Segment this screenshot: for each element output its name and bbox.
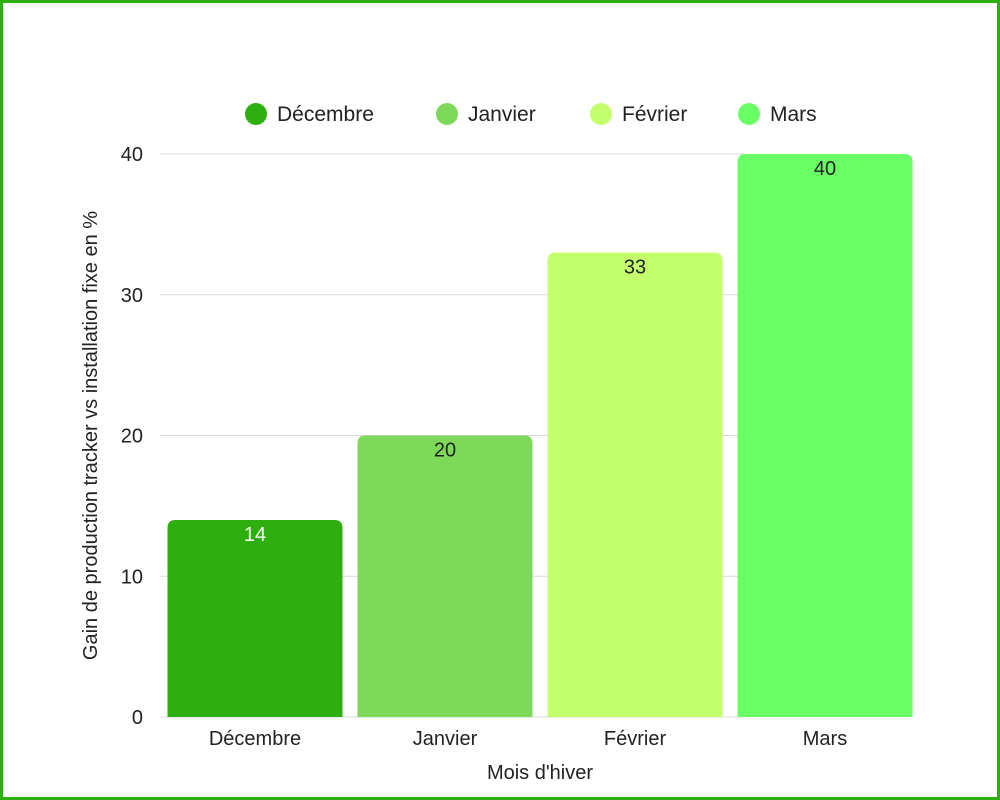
data-labels: 14 20 33 40 xyxy=(244,158,836,546)
x-axis-title: Mois d'hiver xyxy=(487,762,593,784)
y-axis-title: Gain de production tracker vs installati… xyxy=(80,211,102,660)
legend-marker xyxy=(436,103,458,125)
legend-label: Décembre xyxy=(277,103,374,126)
bar-janvier xyxy=(357,435,533,717)
legend-label: Janvier xyxy=(468,103,536,126)
y-tick-label: 30 xyxy=(121,285,143,307)
x-axis-categories: Décembre Janvier Février Mars xyxy=(209,728,847,750)
data-label: 20 xyxy=(434,440,456,462)
legend-marker xyxy=(590,103,612,125)
legend-label: Février xyxy=(622,103,687,126)
data-label: 40 xyxy=(814,158,836,180)
legend-marker xyxy=(738,103,760,125)
y-tick-label: 0 xyxy=(132,707,143,729)
y-tick-label: 40 xyxy=(121,144,143,166)
legend-marker xyxy=(245,103,267,125)
data-label: 33 xyxy=(624,257,646,279)
y-tick-label: 20 xyxy=(121,426,143,448)
legend: Décembre Janvier Février Mars xyxy=(245,103,817,126)
x-category-label: Décembre xyxy=(209,728,301,750)
data-label: 14 xyxy=(244,524,266,546)
bars xyxy=(167,154,913,717)
y-axis-ticks: 0 10 20 30 40 xyxy=(121,144,143,729)
bar-decembre xyxy=(167,519,343,717)
x-category-label: Janvier xyxy=(413,728,478,750)
y-tick-label: 10 xyxy=(121,566,143,588)
bar-mars xyxy=(737,154,913,717)
legend-label: Mars xyxy=(770,103,817,126)
x-category-label: Mars xyxy=(803,728,847,750)
bar-fevrier xyxy=(547,252,723,717)
x-category-label: Février xyxy=(604,728,667,750)
